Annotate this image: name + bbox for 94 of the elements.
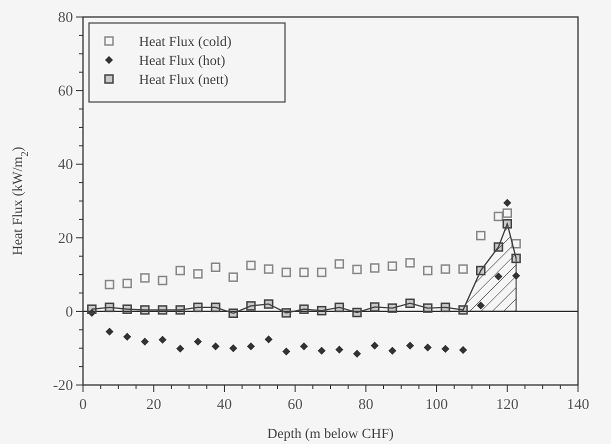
point [440, 302, 450, 312]
point [88, 308, 96, 317]
point [370, 302, 380, 312]
point [335, 346, 344, 354]
point [422, 303, 432, 313]
point [228, 272, 238, 282]
point [405, 298, 415, 308]
y-tick-label: 20 [58, 230, 73, 247]
x-tick-label: 100 [425, 397, 448, 413]
y-tick-label: 80 [58, 10, 73, 26]
point [158, 305, 168, 315]
x-tick-label: 60 [288, 397, 303, 413]
point [440, 264, 450, 274]
x-tick-label: 20 [146, 397, 162, 413]
point [264, 299, 274, 309]
point [353, 350, 362, 358]
y-tick-label: 60 [58, 84, 73, 100]
point [229, 344, 238, 352]
point [476, 302, 485, 310]
point [494, 272, 502, 280]
point [158, 336, 167, 344]
point [176, 344, 184, 353]
point [123, 332, 132, 341]
point [175, 305, 185, 315]
point [476, 266, 486, 276]
point [502, 219, 512, 229]
point [282, 308, 292, 318]
x-tick-label: 40 [216, 397, 232, 413]
x-tick-label: 140 [566, 397, 590, 413]
point [140, 273, 150, 283]
point [388, 261, 398, 271]
point [503, 198, 512, 207]
point [458, 264, 468, 274]
point [299, 304, 309, 314]
point [282, 268, 292, 278]
point [300, 342, 308, 350]
x-tick-label: 80 [358, 397, 374, 413]
point [282, 348, 290, 356]
point [352, 308, 362, 318]
point [246, 301, 256, 311]
point [459, 346, 468, 354]
point [494, 242, 504, 252]
point [318, 346, 326, 355]
point [264, 264, 274, 274]
point [106, 328, 114, 336]
legend-label: Heat Flux (cold) [139, 35, 232, 50]
point [299, 268, 309, 278]
point [370, 263, 380, 273]
point [352, 264, 362, 274]
point [316, 306, 326, 316]
x-axis-title: Depth (m below CHF) [267, 427, 394, 442]
point [175, 266, 185, 276]
point [388, 303, 398, 313]
point [316, 268, 326, 278]
point [210, 262, 220, 272]
point [194, 338, 202, 346]
point [334, 302, 344, 312]
point [193, 302, 203, 312]
point [246, 342, 255, 350]
point [511, 254, 521, 264]
point [264, 335, 273, 344]
point [406, 342, 414, 350]
point [122, 278, 132, 288]
point [140, 305, 150, 315]
y-tick-label: 0 [66, 304, 73, 320]
point [212, 342, 220, 350]
y-tick-label: -20 [53, 378, 73, 394]
point [122, 304, 132, 314]
point [405, 258, 415, 268]
point [87, 304, 97, 314]
point [388, 346, 396, 355]
x-tick-label: 0 [79, 397, 87, 413]
legend-label: Heat Flux (hot) [139, 54, 226, 69]
point [494, 212, 504, 222]
point [334, 259, 344, 269]
point [424, 343, 432, 352]
point [140, 338, 149, 346]
point [210, 302, 220, 312]
legend-label: Heat Flux (nett) [139, 73, 229, 88]
point [104, 280, 114, 290]
point [370, 342, 379, 350]
point [158, 276, 168, 286]
point [458, 305, 468, 315]
point [422, 266, 432, 276]
x-tick-label: 120 [496, 397, 519, 413]
point [441, 344, 450, 353]
point [104, 302, 114, 312]
point [502, 208, 512, 218]
point [512, 272, 520, 280]
point [246, 260, 256, 270]
point [476, 230, 486, 240]
point [228, 308, 238, 318]
point [193, 269, 203, 279]
y-tick-label: 40 [58, 157, 73, 174]
